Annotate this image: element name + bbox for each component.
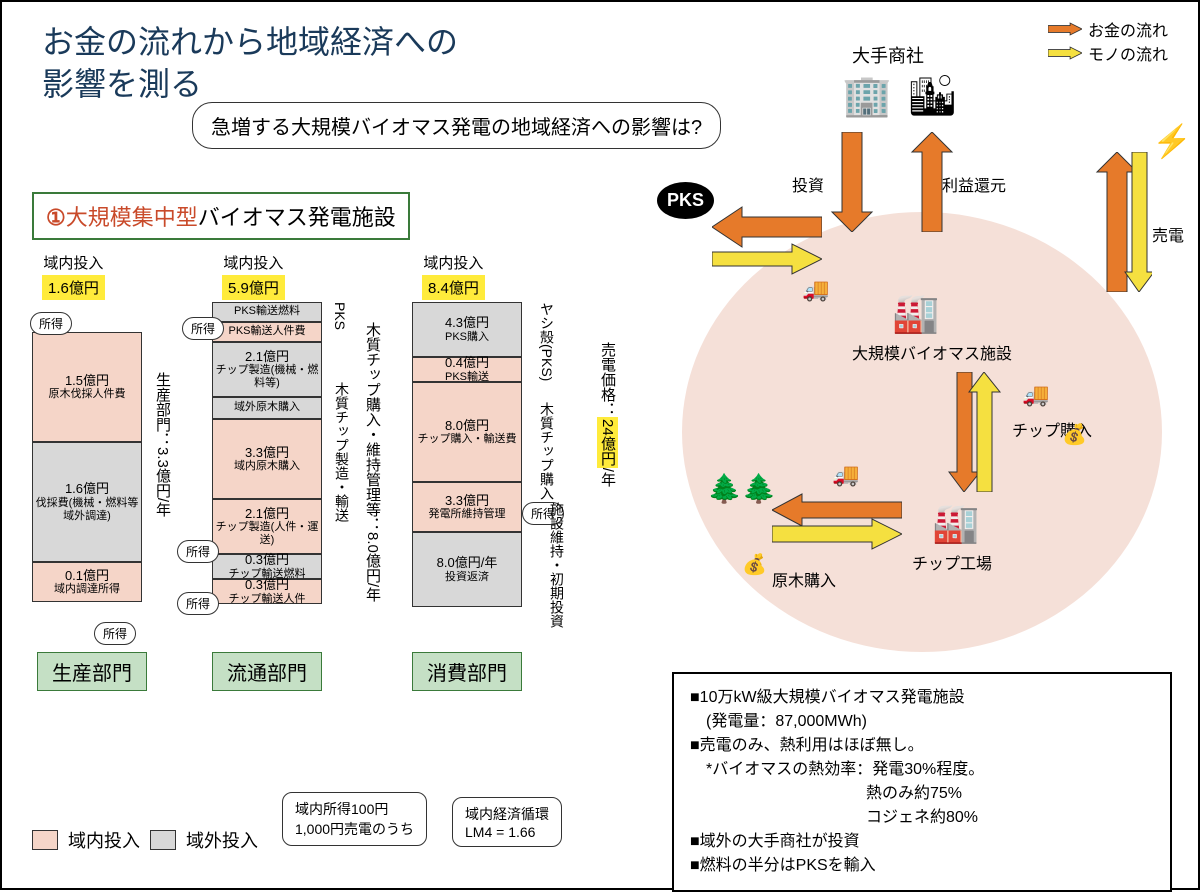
bracket-maint: 施設維持・初期投資 xyxy=(547,502,567,628)
stack-consumption: 4.3億円PKS購入 0.4億円PKS輸送 8.0億円チップ購入・輸送費 3.3… xyxy=(412,302,522,607)
bubble-shotoku-4: 所得 xyxy=(177,540,219,563)
label-sell: 売電 xyxy=(1152,222,1184,246)
arrow-sell xyxy=(1082,152,1152,292)
side-distribution: 木質チップ購入・維持管理等：8.0億円/年 xyxy=(362,322,383,602)
label-invest: 投資 xyxy=(792,172,824,196)
pole-icon: ⚡ xyxy=(1152,122,1192,160)
speech-income: 域内所得100円1,000円売電のうち xyxy=(282,792,427,846)
arrow-log xyxy=(772,492,902,552)
facility-chip: チップ工場 xyxy=(912,550,992,574)
truck-icon-3: 🚚 xyxy=(832,462,859,488)
col2-header: 域内投入5.9億円 xyxy=(222,252,285,300)
legend-inputs: 域内投入 域外投入 xyxy=(32,827,258,853)
arrow-chip xyxy=(942,372,1002,492)
stack-distribution: PKS輸送燃料 PKS輸送人件費 2.1億円チップ製造(機械・燃料等) 域外原木… xyxy=(212,302,322,604)
dept-distribution: 流通部門 xyxy=(212,652,322,691)
side-production: 生産部門：3.3億円/年 xyxy=(152,372,173,517)
coins-icon: 💰 xyxy=(1062,422,1087,447)
bubble-shotoku-5: 所得 xyxy=(177,592,219,615)
subtitle-bubble: 急増する大規模バイオマス発電の地域経済への影響は? xyxy=(192,102,721,149)
label-profit: 利益還元 xyxy=(942,172,1006,196)
company-label: 大手商社 xyxy=(852,42,924,68)
arrow-pks-goods xyxy=(712,242,822,282)
price-label: 売電価格：24億円/年 xyxy=(597,342,618,487)
truck-icon: 🚚 xyxy=(1022,382,1049,408)
main-title: お金の流れから地域経済への影響を測る xyxy=(42,22,458,105)
truck-icon-2: 🚚 xyxy=(802,277,829,303)
facility-main: 大規模バイオマス施設 xyxy=(852,340,1012,364)
bubble-shotoku-1: 所得 xyxy=(30,312,72,335)
col3-header: 域内投入8.4億円 xyxy=(422,252,485,300)
bubble-shotoku-3: 所得 xyxy=(182,317,224,340)
factory-icon: 🏭 xyxy=(892,292,939,336)
stack-production: 1.5億円原木伐採人件費 1.6億円伐採費(機械・燃料等域外調達) 0.1億円域… xyxy=(32,332,142,602)
pks-badge: PKS xyxy=(657,182,714,219)
label-logbuy: 原木購入 xyxy=(772,567,836,591)
tree-icon: 🌲🌲 xyxy=(707,472,777,505)
arrow-invest xyxy=(822,132,882,232)
bracket-chip: 木質チップ製造・輸送 xyxy=(332,382,352,522)
bracket-yashi: ヤシ殻(PKS) xyxy=(537,302,557,381)
bubble-shotoku-2: 所得 xyxy=(94,622,136,645)
building-icon: 🏢 🏙 xyxy=(842,72,960,119)
info-box: ■10万kW級大規模バイオマス発電施設 (発電量：87,000MWh) ■売電の… xyxy=(672,672,1172,892)
coins-icon-2: 💰 xyxy=(742,552,767,577)
dept-consumption: 消費部門 xyxy=(412,652,522,691)
chip-factory-icon: 🏭 xyxy=(932,502,979,546)
col1-header: 域内投入1.6億円 xyxy=(42,252,105,300)
bracket-pks: PKS xyxy=(332,302,348,330)
speech-lm4: 域内経済循環LM4 = 1.66 xyxy=(452,797,562,847)
section-header: ①大規模集中型バイオマス発電施設 xyxy=(32,192,410,240)
flow-legend: お金の流れ モノの流れ xyxy=(1048,17,1168,65)
dept-production: 生産部門 xyxy=(37,652,147,691)
bracket-chip2: 木質チップ購入 xyxy=(537,402,557,500)
